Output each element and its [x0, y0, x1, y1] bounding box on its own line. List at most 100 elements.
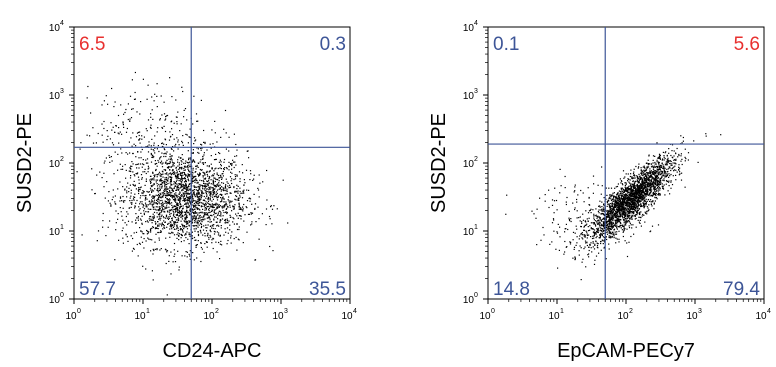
- event-dot: [236, 249, 238, 251]
- event-dot: [189, 203, 192, 205]
- event-dot: [640, 203, 642, 205]
- event-dot: [632, 211, 634, 213]
- event-dot: [670, 160, 672, 163]
- event-dot: [171, 161, 173, 163]
- event-dot: [682, 136, 684, 139]
- event-dot: [233, 218, 235, 220]
- event-dot: [621, 224, 623, 226]
- event-dot: [631, 195, 633, 198]
- event-dot: [178, 215, 180, 217]
- event-dot: [200, 206, 202, 208]
- event-dot: [141, 222, 143, 224]
- event-dot: [226, 204, 228, 206]
- event-dot: [149, 238, 151, 241]
- event-dot: [138, 190, 140, 192]
- event-dot: [262, 181, 264, 183]
- event-dot: [633, 187, 635, 189]
- y-tick-exponent: 4: [60, 20, 64, 27]
- event-dot: [165, 155, 167, 158]
- event-dot: [633, 206, 635, 208]
- event-dot: [134, 175, 136, 177]
- event-dot: [200, 196, 202, 198]
- event-dot: [246, 207, 248, 209]
- event-dot: [249, 200, 251, 202]
- event-dot: [633, 192, 635, 195]
- event-dot: [184, 165, 186, 167]
- event-dot: [582, 258, 584, 260]
- event-dot: [226, 221, 228, 224]
- event-dot: [660, 174, 662, 176]
- event-dot: [617, 203, 619, 205]
- event-dot: [644, 184, 646, 186]
- event-dot: [593, 213, 595, 215]
- event-dot: [224, 205, 226, 207]
- event-dot: [612, 207, 615, 209]
- event-dot: [212, 206, 214, 209]
- event-dot: [658, 174, 660, 176]
- event-dot: [210, 183, 212, 185]
- event-dot: [618, 209, 620, 211]
- event-dot: [165, 215, 168, 217]
- event-dot: [203, 199, 205, 201]
- event-dot: [610, 222, 612, 224]
- event-dot: [223, 161, 225, 163]
- event-dot: [591, 251, 593, 253]
- event-dot: [203, 162, 205, 164]
- event-dot: [119, 131, 121, 133]
- event-dot: [662, 187, 664, 189]
- event-dot: [203, 225, 205, 227]
- event-dot: [171, 202, 173, 204]
- event-dot: [126, 192, 128, 194]
- event-dot: [178, 144, 180, 146]
- event-dot: [147, 208, 149, 210]
- event-dot: [131, 165, 133, 167]
- event-dot: [179, 187, 181, 189]
- event-dot: [233, 161, 235, 163]
- event-dot: [137, 219, 139, 221]
- event-dot: [616, 205, 618, 207]
- event-dot: [193, 193, 195, 195]
- event-dot: [623, 230, 625, 232]
- event-dot: [654, 179, 656, 181]
- event-dot: [217, 183, 219, 185]
- event-dot: [204, 185, 206, 187]
- event-dot: [609, 205, 611, 207]
- event-dot: [230, 235, 232, 237]
- event-dot: [207, 234, 209, 236]
- event-dot: [211, 200, 213, 202]
- event-dot: [145, 268, 147, 270]
- event-dot: [187, 168, 189, 170]
- event-dot: [630, 196, 632, 198]
- event-dot: [644, 197, 646, 199]
- event-dot: [634, 187, 636, 189]
- event-dot: [199, 179, 201, 181]
- event-dot: [178, 177, 180, 180]
- event-dot: [617, 183, 619, 185]
- event-dot: [641, 199, 643, 201]
- event-dot: [167, 182, 169, 185]
- event-dot: [598, 230, 600, 232]
- event-dot: [649, 170, 651, 172]
- event-dot: [242, 172, 244, 174]
- event-dot: [177, 250, 179, 252]
- event-dot: [619, 198, 621, 200]
- event-dot: [124, 111, 126, 114]
- event-dot: [671, 184, 674, 186]
- event-dot: [160, 180, 162, 182]
- event-dot: [215, 194, 217, 196]
- event-dot: [155, 223, 157, 225]
- event-dot: [617, 204, 619, 206]
- event-dot: [638, 199, 640, 201]
- event-dot: [200, 143, 202, 145]
- event-dot: [641, 173, 643, 175]
- event-dot: [652, 182, 654, 184]
- event-dot: [202, 163, 205, 165]
- event-dot: [207, 197, 209, 200]
- event-dot: [204, 162, 206, 164]
- event-dot: [235, 213, 237, 215]
- event-dot: [196, 186, 198, 188]
- event-dot: [616, 209, 618, 211]
- event-dot: [181, 176, 183, 179]
- event-dot: [592, 222, 594, 224]
- event-dot: [151, 109, 153, 111]
